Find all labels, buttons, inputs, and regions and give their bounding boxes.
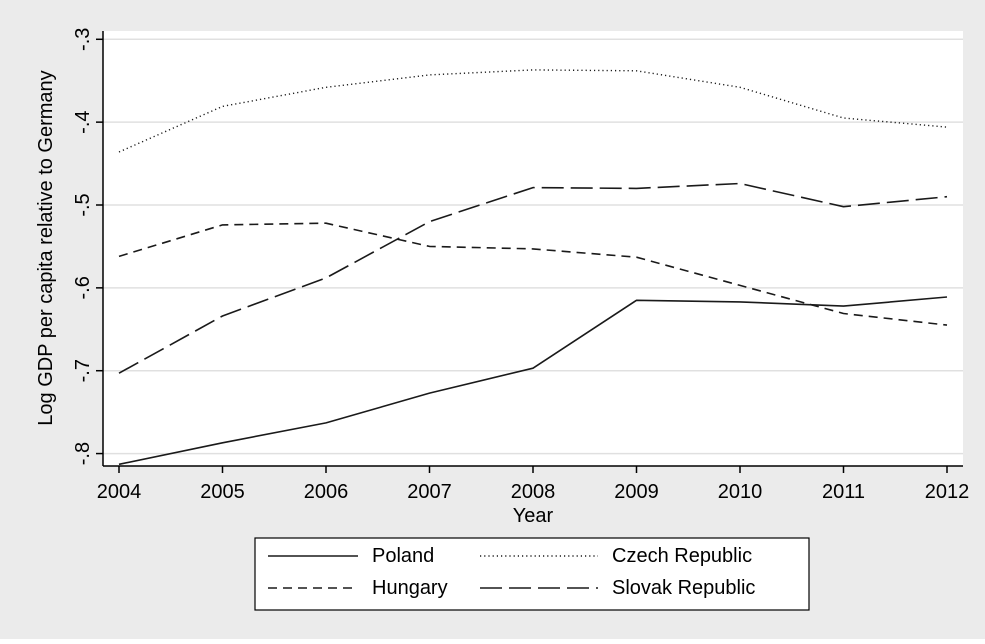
y-tick-label: -.3: [72, 28, 94, 51]
y-tick-label: -.7: [72, 359, 94, 382]
x-tick-label: 2010: [718, 481, 763, 503]
y-tick-label: -.8: [72, 442, 94, 465]
y-tick-label: -.6: [72, 276, 94, 299]
legend-label-slovak-republic: Slovak Republic: [612, 577, 755, 599]
legend-label-hungary: Hungary: [372, 577, 448, 599]
x-axis-title: Year: [513, 505, 554, 527]
x-tick-label: 2012: [925, 481, 970, 503]
grid-lines: [103, 38, 963, 455]
series-line-slovak-republic: [118, 182, 948, 374]
x-tick-label: 2008: [511, 481, 556, 503]
x-tick-label: 2009: [614, 481, 659, 503]
legend-label-poland: Poland: [372, 545, 434, 567]
series-line-hungary: [118, 222, 948, 326]
legend: Poland Czech Republic Hungary Slovak Republ…: [254, 537, 810, 611]
y-tick-label: -.5: [72, 193, 94, 216]
legend-label-czech-republic: Czech Republic: [612, 545, 752, 567]
series-line-czech-republic: [118, 69, 948, 153]
x-tick-label: 2006: [304, 481, 349, 503]
x-tick-label: 2004: [97, 481, 142, 503]
series-lines: [118, 69, 948, 466]
series-line-poland: [118, 296, 948, 466]
y-tick-label: -.4: [72, 110, 94, 133]
x-tick-label: 2007: [407, 481, 452, 503]
x-tick-label: 2005: [200, 481, 245, 503]
legend-box: [254, 537, 810, 611]
x-tick-label: 2011: [822, 481, 865, 503]
y-axis-title: Log GDP per capita relative to Germany: [35, 70, 57, 425]
